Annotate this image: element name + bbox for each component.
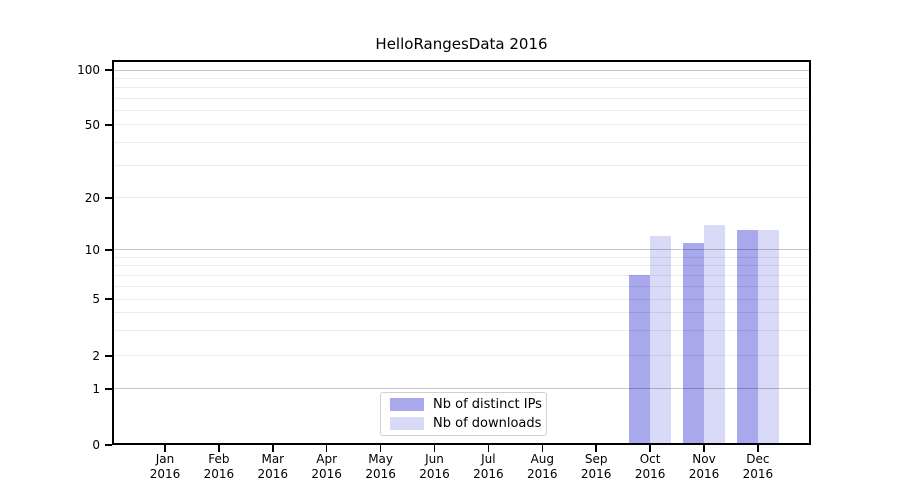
y-tick-label: 20 <box>84 190 100 205</box>
y-tick-mark <box>105 298 112 300</box>
x-tick-label: Aug 2016 <box>527 452 558 481</box>
x-tick-label: Feb 2016 <box>203 452 235 481</box>
legend-label-downloads: Nb of downloads <box>433 416 542 431</box>
y-tick-label: 2 <box>92 348 100 363</box>
y-tick-label: 5 <box>92 292 100 306</box>
x-tick-label: Sep 2016 <box>580 452 612 481</box>
x-tick-label: Jul 2016 <box>473 452 504 481</box>
y-tick-label: 10 <box>84 242 100 257</box>
gridline-minor <box>112 312 811 314</box>
x-tick-mark <box>487 445 490 452</box>
plot-area <box>112 60 811 445</box>
gridline-minor <box>112 274 811 276</box>
y-tick-label: 1 <box>92 381 100 396</box>
gridline-major <box>112 249 811 251</box>
x-tick-label: Nov 2016 <box>688 452 720 481</box>
bar-distinct-ips-nov <box>683 242 704 445</box>
x-tick-mark <box>433 445 436 452</box>
gridline-minor <box>112 330 811 332</box>
x-tick-mark <box>272 445 274 452</box>
gridline-minor <box>112 197 811 199</box>
gridline-minor <box>112 110 811 112</box>
bar-distinct-ips-dec <box>736 230 758 445</box>
y-tick-mark <box>105 69 112 71</box>
x-tick-label: Oct 2016 <box>634 452 666 481</box>
gridline-major <box>112 69 811 71</box>
y-tick-mark <box>105 249 112 251</box>
x-tick-mark <box>218 445 220 452</box>
bar-downloads-dec <box>757 230 779 445</box>
gridline-minor <box>112 124 811 126</box>
x-tick-mark <box>595 445 597 452</box>
gridline-minor <box>112 142 811 144</box>
y-tick-mark <box>105 388 112 390</box>
bars-layer <box>112 60 811 445</box>
chart-title: HelloRangesData 2016 <box>375 35 548 53</box>
x-tick-label: Apr 2016 <box>311 452 342 481</box>
gridline-minor <box>112 265 811 267</box>
x-tick-mark <box>649 445 651 452</box>
legend-label-distinct-ips: Nb of distinct IPs <box>433 397 542 412</box>
gridline-minor <box>112 355 811 357</box>
gridline-minor <box>112 285 811 287</box>
y-tick-mark <box>105 124 112 126</box>
x-tick-label: Dec 2016 <box>742 452 774 481</box>
gridline-minor <box>112 256 811 258</box>
x-tick-label: Mar 2016 <box>257 452 289 481</box>
y-tick-mark <box>105 355 112 357</box>
x-tick-mark <box>379 445 382 452</box>
y-tick-mark <box>105 197 112 199</box>
y-tick-label: 100 <box>77 63 100 77</box>
bar-distinct-ips-oct <box>629 275 651 445</box>
gridline-minor <box>112 298 811 300</box>
gridline-major <box>112 388 811 390</box>
gridline-minor <box>112 97 811 99</box>
x-tick-mark <box>164 445 166 452</box>
gridline-minor <box>112 77 811 79</box>
legend-item-downloads: Nb of downloads <box>390 417 546 430</box>
y-tick-label: 0 <box>92 438 100 452</box>
x-tick-mark <box>703 445 705 452</box>
bar-downloads-oct <box>650 236 672 445</box>
x-tick-label: Jan 2016 <box>149 452 181 481</box>
bar-downloads-nov <box>704 224 725 445</box>
grid-layer <box>112 60 811 445</box>
x-tick-mark <box>541 445 544 452</box>
legend-swatch-distinct-ips <box>390 398 424 411</box>
gridline-minor <box>112 165 811 167</box>
legend-swatch-downloads <box>390 417 424 430</box>
x-tick-mark <box>325 445 328 452</box>
y-tick-mark <box>105 444 112 446</box>
y-tick-label: 50 <box>84 117 100 132</box>
legend-item-distinct-ips: Nb of distinct IPs <box>390 398 546 411</box>
gridline-minor <box>112 87 811 89</box>
x-tick-label: May 2016 <box>365 452 396 481</box>
x-tick-label: Jun 2016 <box>419 452 450 481</box>
legend: Nb of distinct IPs Nb of downloads <box>380 392 547 436</box>
x-tick-mark <box>757 445 759 452</box>
